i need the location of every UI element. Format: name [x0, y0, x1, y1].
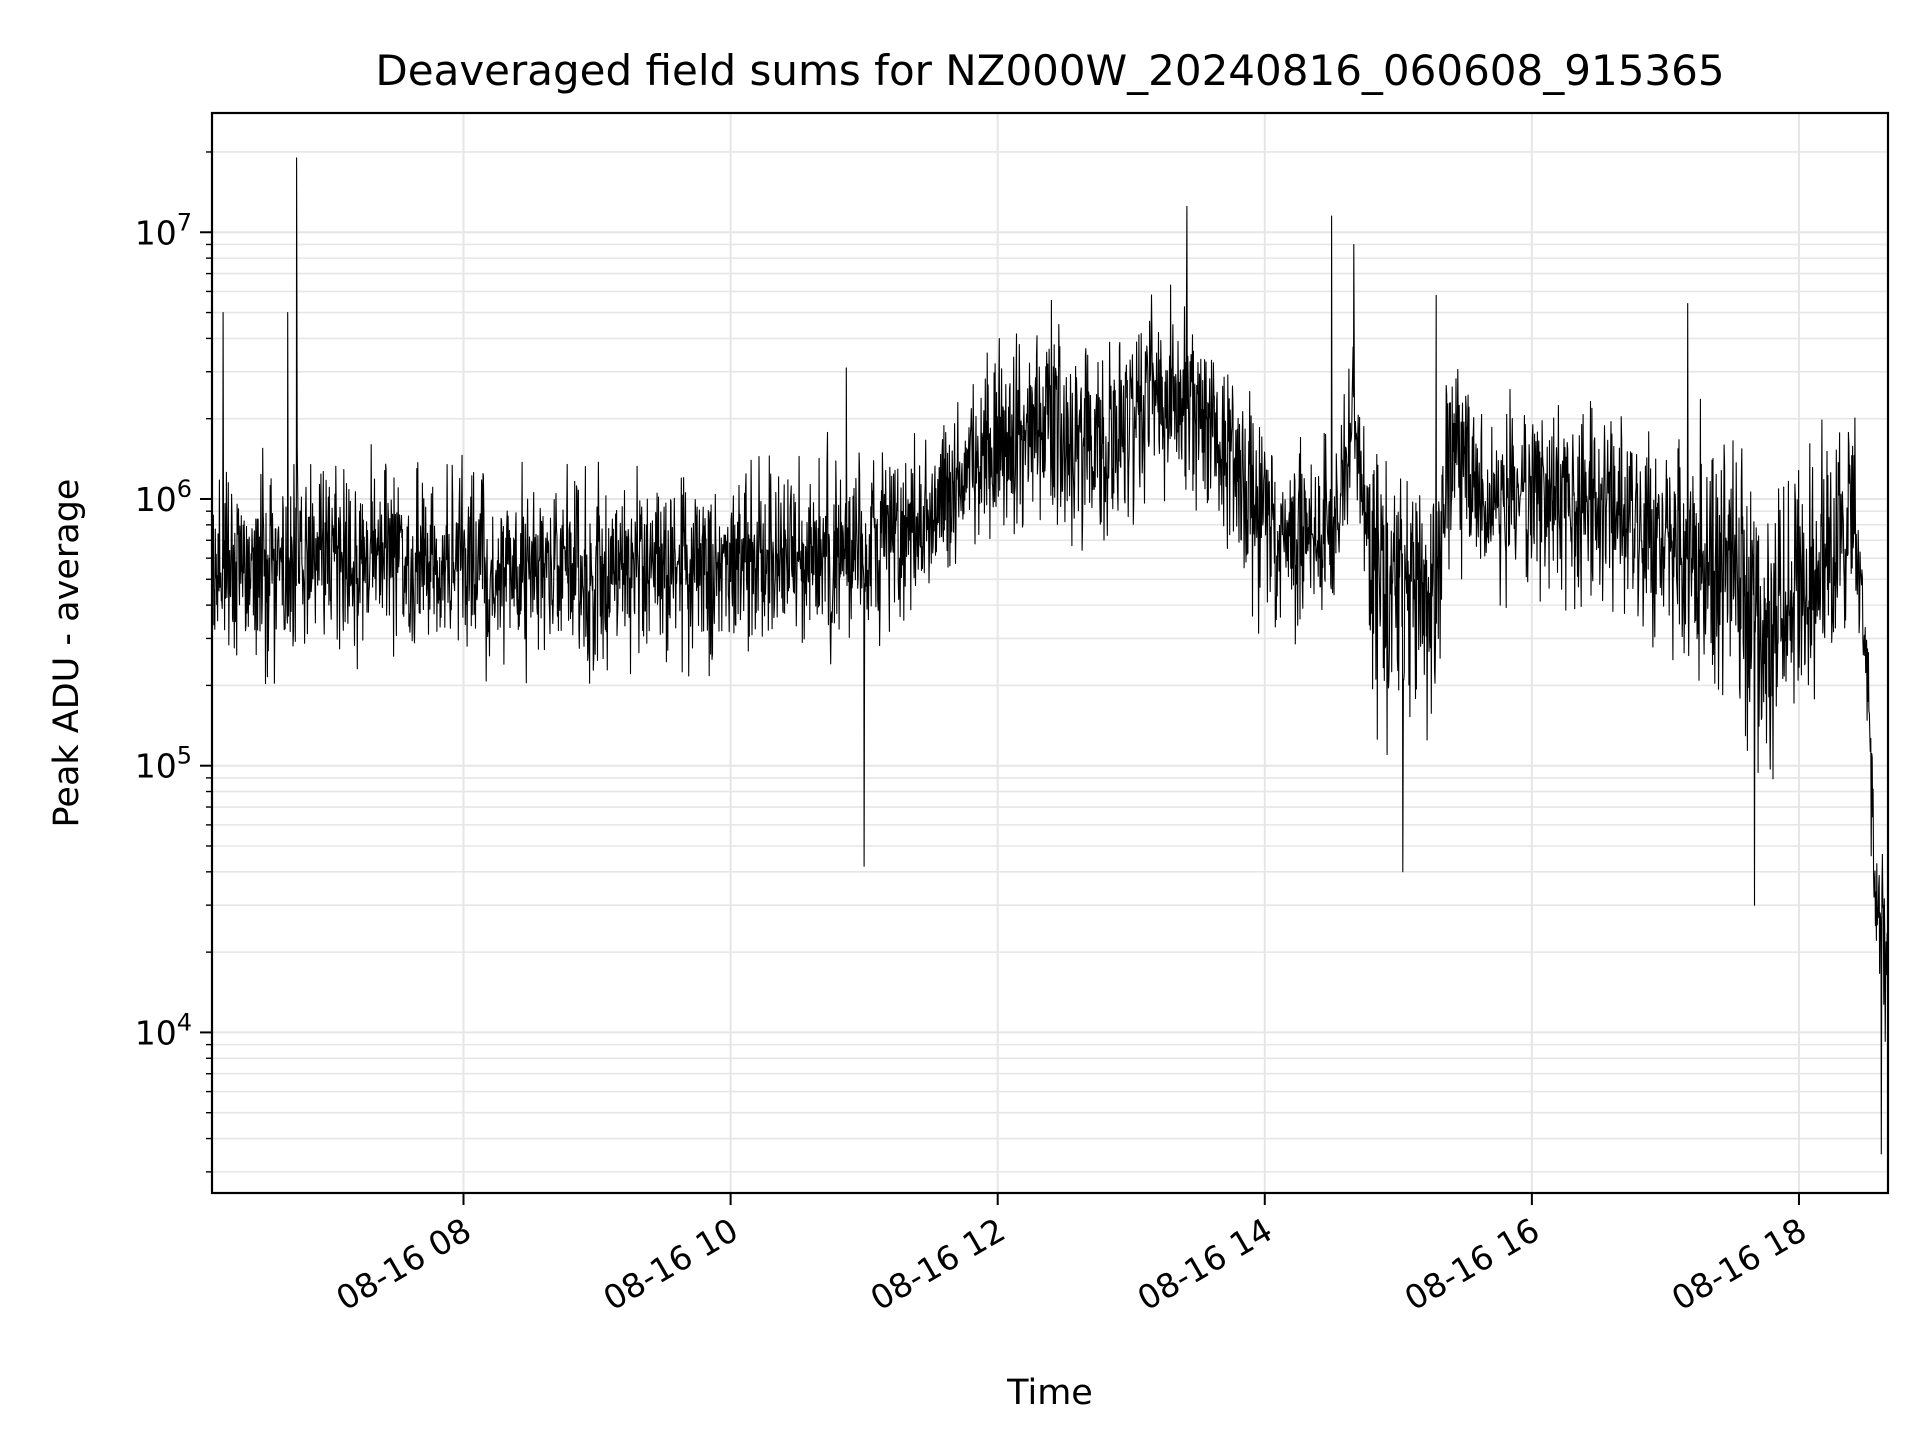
y-tick-label: 105: [135, 742, 192, 786]
y-tick-label: 107: [135, 208, 192, 252]
chart-title: Deaveraged field sums for NZ000W_2024081…: [375, 46, 1724, 95]
y-tick-label: 104: [135, 1008, 192, 1052]
series-line: [211, 157, 1889, 1155]
grid: [212, 113, 1888, 1193]
y-tick-label: 106: [135, 475, 192, 519]
y-axis-label: Peak ADU - average: [47, 479, 87, 828]
plot-area: [211, 157, 1889, 1155]
x-axis-label: Time: [1006, 1373, 1093, 1413]
plot-frame: [210, 111, 1890, 1195]
